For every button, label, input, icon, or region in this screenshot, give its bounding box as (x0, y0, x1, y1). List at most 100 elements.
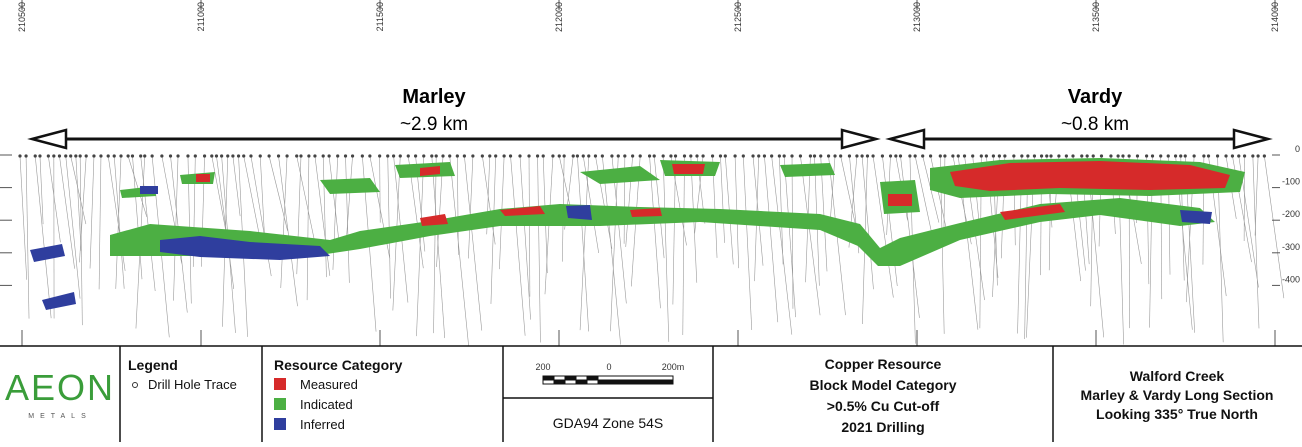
collar (783, 154, 786, 157)
collar (1065, 154, 1068, 157)
collar (536, 154, 539, 157)
collar (695, 154, 698, 157)
collar (463, 154, 466, 157)
deposit-length: ~0.8 km (1061, 114, 1129, 135)
collar (119, 154, 122, 157)
collar (551, 154, 554, 157)
legend-title: Legend (128, 357, 178, 373)
collar (576, 154, 579, 157)
collar (1184, 154, 1187, 157)
collar (1080, 154, 1083, 157)
collar (430, 154, 433, 157)
collar (143, 154, 146, 157)
drill-trace (1253, 156, 1259, 328)
category-title: Resource Category (274, 357, 403, 373)
collar (921, 154, 924, 157)
collar (414, 154, 417, 157)
collar (327, 154, 330, 157)
drill-trace (683, 156, 685, 335)
collar (151, 154, 154, 157)
collar (763, 154, 766, 157)
collar (494, 154, 497, 157)
swatch (274, 378, 286, 390)
drill-trace (673, 156, 676, 305)
drill-trace (841, 156, 857, 230)
collar (1174, 154, 1177, 157)
drill-trace (281, 156, 287, 288)
collar (1216, 154, 1219, 157)
collar (908, 154, 911, 157)
collar (399, 154, 402, 157)
drill-trace (792, 156, 793, 309)
collar (481, 154, 484, 157)
collar (971, 154, 974, 157)
drill-trace (416, 156, 423, 336)
collar (1071, 154, 1074, 157)
deposit-name: Vardy (1068, 86, 1123, 108)
collar (361, 154, 364, 157)
collar (827, 154, 830, 157)
collar (295, 154, 298, 157)
collar (503, 154, 506, 157)
drill-trace (20, 156, 27, 280)
collar (899, 154, 902, 157)
deposit-length: ~2.9 km (400, 114, 468, 135)
easting-label: 210500 (17, 2, 27, 32)
collar (407, 154, 410, 157)
drill-hole-icon (133, 383, 138, 388)
collar (809, 154, 812, 157)
collar (894, 154, 897, 157)
collar (1237, 154, 1240, 157)
collar (1243, 154, 1246, 157)
collar (563, 154, 566, 157)
collar (998, 154, 1001, 157)
collar (58, 154, 61, 157)
collar (711, 154, 714, 157)
collar (64, 154, 67, 157)
drill-trace (269, 156, 288, 231)
drill-trace (602, 156, 620, 345)
collar (683, 154, 686, 157)
collar (277, 154, 280, 157)
collar (322, 154, 325, 157)
collar (648, 154, 651, 157)
depth-label: -200 (1282, 209, 1300, 219)
depth-label: -300 (1282, 242, 1300, 252)
collar (799, 154, 802, 157)
drill-trace (315, 156, 330, 276)
drill-trace (772, 156, 792, 335)
swatch (274, 418, 286, 430)
collar (488, 154, 491, 157)
collar (617, 154, 620, 157)
drill-trace (779, 156, 783, 264)
collar (662, 154, 665, 157)
collar (422, 154, 425, 157)
drill-trace (48, 156, 60, 242)
collar (107, 154, 110, 157)
collar (126, 154, 129, 157)
collar (790, 154, 793, 157)
drill-trace (529, 156, 530, 297)
collar (778, 154, 781, 157)
scale-label: 200 (535, 362, 550, 372)
collar (237, 154, 240, 157)
collar (757, 154, 760, 157)
drill-trace (141, 156, 155, 291)
collar (1231, 154, 1234, 157)
collar (74, 154, 77, 157)
collar (448, 154, 451, 157)
collar (689, 154, 692, 157)
resource-text: Block Model Category (809, 377, 956, 393)
collar (855, 154, 858, 157)
resource-text: >0.5% Cu Cut-off (827, 398, 940, 414)
collar (38, 154, 41, 157)
collar (587, 154, 590, 157)
drill-trace (114, 156, 124, 289)
collar (34, 154, 37, 157)
collar (1049, 154, 1052, 157)
collar (914, 154, 917, 157)
collar (259, 154, 262, 157)
collar (601, 154, 604, 157)
collar (943, 154, 946, 157)
drill-trace (380, 156, 381, 223)
